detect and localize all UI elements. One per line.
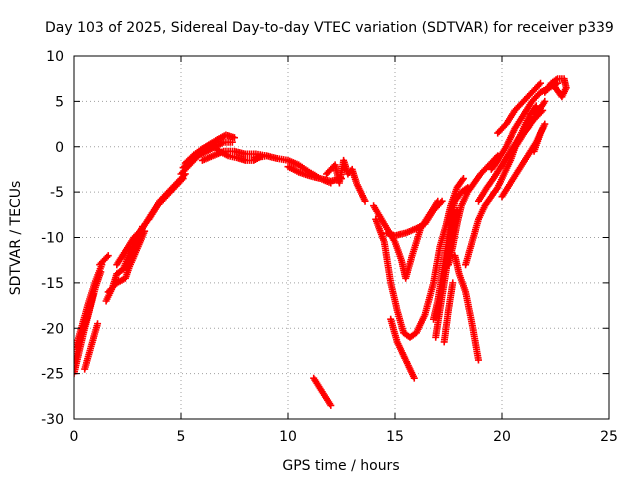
x-tick-label: 25 (600, 429, 618, 445)
x-tick-label: 5 (177, 429, 186, 445)
y-tick-label: -5 (50, 185, 64, 201)
x-tick-label: 15 (386, 429, 404, 445)
y-axis-title: SDTVAR / TECUs (8, 181, 24, 296)
x-tick-label: 20 (493, 429, 511, 445)
y-tick-label: 5 (55, 94, 64, 110)
y-tick-label: 0 (55, 140, 64, 156)
grid-lines (74, 56, 609, 419)
y-tick-label: -15 (41, 276, 64, 292)
y-tick-label: 10 (46, 49, 64, 65)
sdtvar-points (74, 75, 570, 409)
y-tick-label: -20 (41, 321, 64, 337)
x-tick-labels: 0 5 10 15 20 25 (70, 429, 618, 445)
x-tick-label: 0 (70, 429, 79, 445)
y-tick-labels: -30 -25 -20 -15 -10 -5 0 5 10 (41, 49, 64, 428)
x-tick-label: 10 (279, 429, 297, 445)
y-tick-label: -10 (41, 231, 64, 247)
axis-ticks (73, 55, 610, 420)
y-tick-label: -25 (41, 367, 64, 383)
chart-title: Day 103 of 2025, Sidereal Day-to-day VTE… (45, 20, 614, 36)
data-points (74, 75, 570, 409)
x-axis-title: GPS time / hours (282, 458, 399, 474)
y-tick-label: -30 (41, 412, 64, 428)
